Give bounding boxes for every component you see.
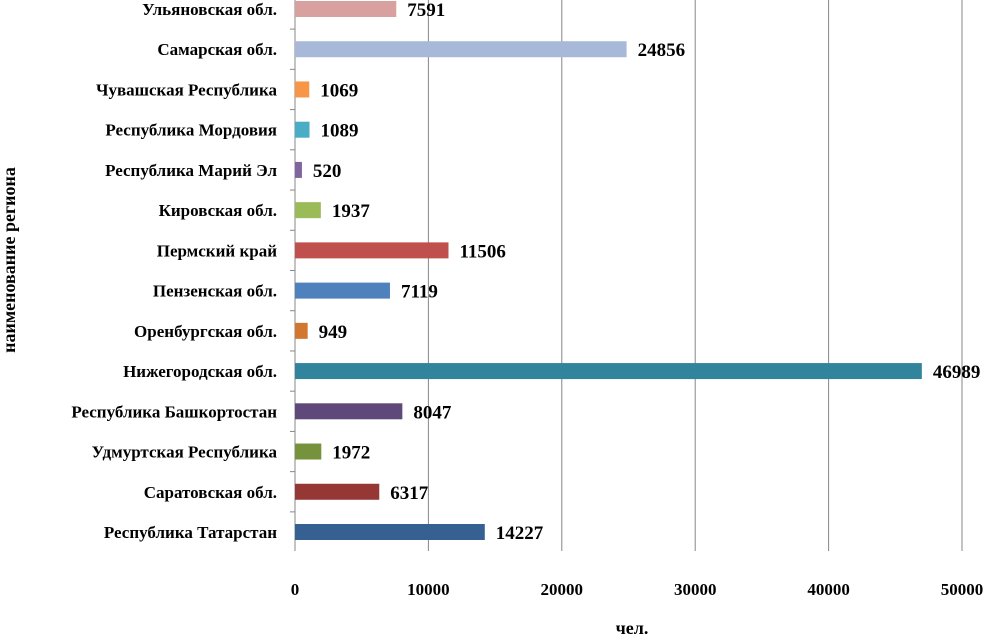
- data-label: 520: [313, 161, 342, 182]
- category-label: Республика Мордовия: [105, 121, 277, 140]
- data-label: 1069: [320, 80, 358, 101]
- x-tick-label: 20000: [541, 580, 584, 599]
- bar: [295, 403, 403, 420]
- data-label: 1972: [332, 443, 370, 464]
- bar: [295, 202, 321, 219]
- bar: [295, 282, 390, 299]
- data-label: 8047: [413, 402, 452, 423]
- bar: [295, 41, 627, 58]
- category-label: Кировская обл.: [159, 201, 277, 220]
- category-label: Чувашская Республика: [96, 80, 278, 99]
- data-label: 949: [319, 322, 348, 343]
- data-label: 46989: [933, 362, 981, 383]
- category-label: Самарская обл.: [157, 40, 277, 59]
- category-label: Нижегородская обл.: [123, 362, 277, 381]
- category-label: Пензенская обл.: [153, 282, 277, 301]
- gridlines: [290, 0, 963, 551]
- x-tick-label: 30000: [674, 580, 717, 599]
- bar: [295, 363, 922, 380]
- bar: [295, 242, 449, 259]
- bar: [295, 81, 310, 98]
- bar: [295, 161, 302, 178]
- x-tick-label: 10000: [407, 580, 450, 599]
- data-label: 24856: [638, 40, 686, 61]
- data-label: 7119: [401, 282, 438, 303]
- bar: [295, 443, 322, 460]
- data-label: 6317: [390, 483, 429, 504]
- bar: [295, 523, 485, 540]
- category-label: Оренбургская обл.: [134, 322, 277, 341]
- data-label: 14227: [496, 523, 544, 544]
- bar: [295, 121, 310, 138]
- x-tick-labels: 0 10000 20000 30000 40000 50000: [291, 580, 984, 599]
- x-tick-label: 0: [291, 580, 300, 599]
- value-labels: 7591 24856 1069 1089 520 1937 11506 7119 949 4698…: [313, 0, 980, 544]
- data-label: 1937: [332, 201, 371, 222]
- x-tick-label: 40000: [807, 580, 850, 599]
- data-label: 1089: [321, 121, 359, 142]
- data-label: 7591: [407, 0, 445, 21]
- y-axis-title: наименование региона: [0, 167, 19, 353]
- category-label: Пермский край: [157, 241, 277, 260]
- category-label: Республика Марий Эл: [105, 161, 277, 180]
- category-label: Ульяновская обл.: [142, 0, 277, 19]
- category-label: Республика Башкортостан: [71, 402, 277, 421]
- bar: [295, 1, 397, 17]
- bar: [295, 483, 380, 500]
- bars: [295, 1, 922, 540]
- x-axis-title: чел.: [616, 618, 649, 636]
- data-label: 11506: [459, 241, 505, 262]
- category-labels: Ульяновская обл. Самарская обл. Чувашская …: [71, 0, 277, 542]
- category-label: Республика Татарстан: [104, 523, 277, 542]
- category-label: Удмуртская Республика: [92, 443, 278, 462]
- x-tick-label: 50000: [941, 580, 984, 599]
- bar: [295, 322, 308, 339]
- category-label: Саратовская обл.: [144, 483, 277, 502]
